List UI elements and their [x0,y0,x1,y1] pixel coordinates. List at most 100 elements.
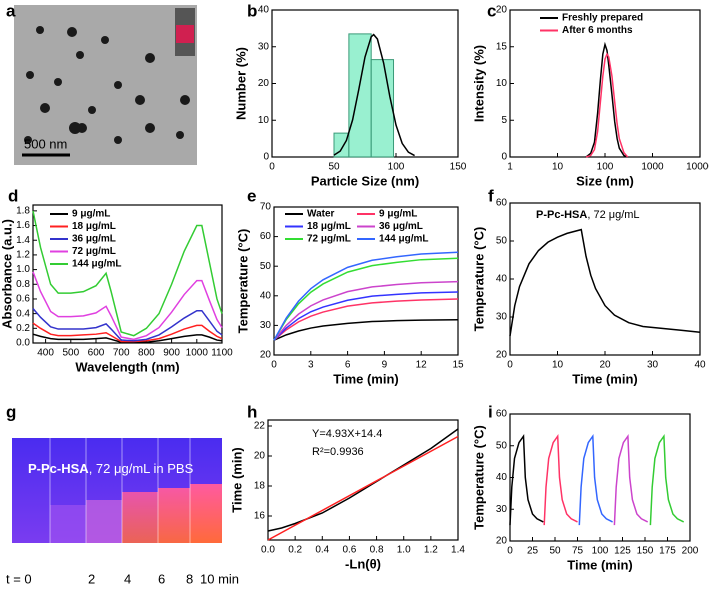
time-label: t = 0 [6,571,32,586]
y-tick-label: 40 [496,274,508,285]
plot-frame [509,202,701,356]
y-tick-label: 30 [260,320,272,331]
data-line [273,319,459,341]
time-label: 8 [186,571,193,586]
x-tick-label: 9 [382,360,388,371]
panel: b 0 50 100 150 0 10 20 30 40 Particle Size (nm) Num… [233,1,466,188]
x-tick-label: 1100 [211,348,233,359]
x-tick-label: 100 [388,162,405,173]
panel-label: g [6,402,16,421]
time-label: 6 [158,571,165,586]
x-tick-label: 200 [682,546,699,557]
y-tick-label: 0.0 [16,338,30,349]
data-line [509,434,544,526]
legend-label: 18 μg/mL [307,221,351,232]
scale-bar-label: 500 nm [24,136,67,151]
caption-bold: P-Pc-HSA [28,461,89,476]
x-axis-title: -Ln(θ) [345,556,381,571]
panel-label: e [247,186,256,205]
y-axis-title: Temperature (°C) [471,227,486,332]
legend-label: 144 μg/mL [379,234,428,245]
data-line [509,228,701,337]
y-tick-label: 1.0 [16,264,30,275]
annotation: R²=0.9936 [312,446,364,458]
y-tick-label: 20 [258,78,270,89]
x-axis-title: Time (min) [567,557,633,572]
panel: h 0.0 0.2 0.4 0.6 0.8 1.0 1.2 1.4 16 18 20 22 -Ln(θ) T… [229,402,465,571]
data-line [273,298,459,341]
x-tick-label: 0 [507,546,513,557]
data-line [267,435,459,541]
y-tick-label: 22 [254,421,266,432]
y-tick-label: 1.2 [16,250,30,261]
x-tick-label: 600 [88,348,105,359]
y-tick-label: 20 [496,5,508,16]
x-tick-label: 12 [416,360,428,371]
x-tick-label: 100 [597,162,614,173]
y-tick-label: 40 [496,472,508,483]
legend-label: 9 μg/mL [72,209,110,220]
vial-photo: P-Pc-HSA, 72 μg/mL in PBS t = 0 2 4 6 8 … [6,402,239,586]
y-tick-label: 0.4 [16,308,30,319]
y-axis-title: Intensity (%) [471,45,486,122]
x-tick-label: 10 [552,162,564,173]
x-axis-title: Time (min) [333,371,399,386]
x-tick-label: 6 [345,360,351,371]
y-tick-label: 40 [260,290,272,301]
y-tick-label: 1.4 [16,235,30,246]
y-tick-label: 1.6 [16,220,30,231]
x-tick-label: 175 [659,546,676,557]
legend-label: 144 μg/mL [72,259,121,270]
x-tick-label: 500 [62,348,79,359]
y-tick-label: 60 [496,198,508,209]
y-tick-label: 0.8 [16,279,30,290]
y-tick-label: 30 [258,41,270,52]
x-tick-label: 10 [552,360,564,371]
x-tick-label: 0.2 [288,545,302,556]
tem-image: 500 nm a [6,1,197,165]
panel-label: f [488,186,494,205]
data-line [585,52,629,158]
panel-label: a [6,1,16,20]
x-axis-title: Time (min) [572,371,638,386]
x-axis-title: Wavelength (nm) [75,359,179,374]
y-axis-title: Absorbance (a.u.) [0,219,14,329]
x-tick-label: 1 [507,162,513,173]
y-tick-label: 30 [496,312,508,323]
data-line [273,280,459,341]
annotation-part: P-Pc-HSA [536,209,587,221]
time-label: 10 min [200,571,239,586]
x-tick-label: 100 [592,546,609,557]
data-line [273,251,459,341]
y-tick-label: 5 [501,115,507,126]
panel: e 0 3 6 9 12 15 20 30 40 50 60 70 Time (min) Temperatu… [235,186,464,386]
x-tick-label: 800 [138,348,155,359]
y-tick-label: 60 [496,409,508,420]
data-line [32,322,223,343]
x-tick-label: 0 [271,360,277,371]
panel-label: c [487,1,496,20]
time-label: 4 [124,571,131,586]
x-tick-label: 20 [599,360,611,371]
y-tick-label: 0 [263,152,269,163]
y-tick-label: 50 [496,236,508,247]
time-label: 2 [88,571,95,586]
legend-label: Water [307,209,335,220]
x-tick-label: 25 [527,546,539,557]
data-line [273,257,459,341]
annotation-part: R²=0.9936 [312,446,364,458]
x-tick-label: 400 [37,348,54,359]
y-tick-label: 16 [254,511,266,522]
x-tick-label: 15 [452,360,464,371]
x-tick-label: 50 [549,546,561,557]
panel-label: h [247,402,257,421]
histogram-bar [348,33,372,158]
annotation-part: , 72 μg/mL [587,209,639,221]
x-tick-label: 0.6 [342,545,356,556]
plot-frame [273,206,459,356]
data-line [578,434,613,526]
x-tick-label: 30 [647,360,659,371]
